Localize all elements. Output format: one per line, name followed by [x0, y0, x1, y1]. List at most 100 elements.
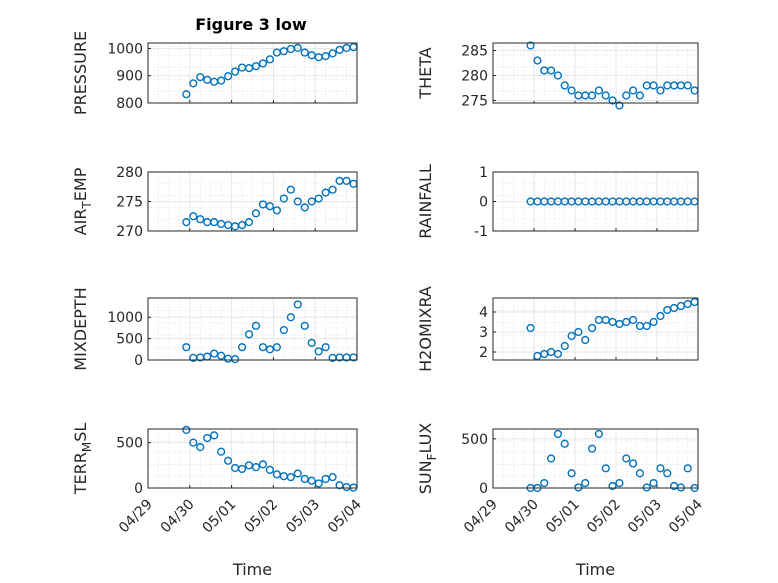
- data-point: [635, 469, 645, 478]
- data-point: [615, 478, 624, 488]
- y-tick-label: 275: [461, 94, 488, 110]
- data-point: [342, 176, 351, 185]
- data-point: [656, 311, 665, 321]
- data-point: [533, 56, 542, 65]
- y-label-main: PRESSURE: [71, 31, 90, 115]
- data-point: [656, 86, 665, 95]
- figure-title: Figure 3 low: [195, 15, 307, 34]
- data-point: [587, 91, 597, 100]
- data-point: [258, 59, 268, 68]
- data-point: [608, 96, 617, 105]
- data-point: [279, 47, 288, 56]
- y-tick-label: 500: [116, 332, 143, 348]
- subplot-pressure: 800 900 1000 PRESSURE: [71, 31, 358, 115]
- y-label-main: MIXDEPTH: [71, 287, 90, 370]
- data-point: [560, 439, 569, 448]
- data-point: [526, 41, 535, 50]
- data-point: [649, 317, 658, 327]
- data-point: [265, 465, 275, 474]
- data-point: [224, 72, 233, 81]
- x-tick-label: 05/04: [325, 496, 365, 536]
- data-point: [328, 473, 337, 482]
- plot-area: [148, 429, 357, 488]
- data-point: [286, 313, 295, 322]
- axes-box: [492, 297, 699, 361]
- data-point: [237, 221, 247, 230]
- data-point: [314, 479, 323, 488]
- y-label-main: SUN: [416, 460, 435, 494]
- data-point: [560, 341, 569, 351]
- x-tick-label: 04/29: [116, 497, 156, 537]
- x-tick-label: 05/01: [200, 497, 240, 537]
- data-point: [328, 185, 337, 194]
- y-label-main: AIR: [71, 209, 90, 236]
- y-label-rest: EMP: [71, 167, 90, 201]
- y-label-subscript: M: [80, 442, 94, 452]
- data-point: [265, 345, 275, 354]
- data-point: [224, 456, 233, 465]
- y-axis-label: H2OMIXRA: [416, 286, 435, 372]
- y-tick-label: 280: [116, 165, 143, 181]
- data-point: [628, 459, 638, 468]
- data-point: [286, 473, 295, 482]
- subplot-h2omixra: 2 3 4 H2OMIXRA: [416, 286, 699, 372]
- y-tick-label: 2: [479, 345, 488, 361]
- y-tick-label: 3: [479, 325, 488, 341]
- data-point: [587, 444, 597, 453]
- x-tick-label: 04/30: [502, 497, 542, 537]
- data-point: [581, 478, 590, 488]
- data-point: [314, 194, 323, 203]
- y-tick-label: -1: [474, 224, 488, 240]
- axes-box: [492, 42, 699, 104]
- y-label-main: H2OMIXRA: [416, 286, 435, 372]
- data-point: [196, 215, 205, 224]
- data-point: [244, 218, 254, 227]
- y-axis-label: THETA: [416, 47, 435, 99]
- data-point: [251, 209, 261, 218]
- data-point: [683, 81, 692, 90]
- axes-box: [147, 297, 358, 361]
- x-axis-label: Time: [232, 560, 272, 579]
- y-label-rest: LUX: [416, 423, 435, 454]
- plot-area: [493, 429, 698, 488]
- subplot-rainfall: -1 0 1 RAINFALL: [416, 164, 699, 240]
- data-point: [265, 55, 275, 64]
- data-point: [189, 212, 198, 221]
- data-point: [217, 76, 226, 85]
- x-tick-label: 05/03: [283, 497, 323, 537]
- x-axis-label: Time: [575, 560, 615, 579]
- data-point: [567, 469, 576, 478]
- data-point: [279, 194, 288, 203]
- y-tick-label: 0: [134, 481, 143, 497]
- x-tick-label: 05/02: [241, 497, 281, 537]
- y-label-rest: SL: [71, 423, 90, 442]
- data-point: [300, 321, 309, 330]
- subplot-air: 270 275 280 AIRTEMP: [71, 165, 358, 240]
- data-point: [656, 464, 665, 473]
- data-point: [628, 315, 638, 325]
- axes-box: [492, 428, 699, 489]
- y-tick-label: 500: [461, 432, 488, 448]
- y-label-main: THETA: [416, 47, 435, 99]
- data-point: [321, 188, 330, 197]
- data-point: [314, 347, 323, 356]
- y-tick-label: 280: [461, 69, 488, 85]
- data-point: [189, 438, 198, 447]
- axes-box: [492, 171, 699, 232]
- data-point: [230, 355, 240, 364]
- axes-box: [147, 171, 358, 232]
- data-point: [230, 67, 240, 76]
- y-label-main: RAINFALL: [416, 164, 435, 239]
- data-point: [321, 343, 330, 352]
- y-axis-label: PRESSURE: [71, 31, 90, 115]
- data-point: [594, 429, 604, 439]
- data-point: [526, 323, 535, 333]
- data-point: [321, 51, 330, 61]
- y-tick-label: 4: [479, 305, 488, 321]
- data-point: [251, 321, 261, 330]
- data-point: [553, 349, 563, 359]
- y-tick-label: 0: [134, 353, 143, 369]
- data-point: [328, 49, 337, 58]
- data-point: [251, 463, 261, 472]
